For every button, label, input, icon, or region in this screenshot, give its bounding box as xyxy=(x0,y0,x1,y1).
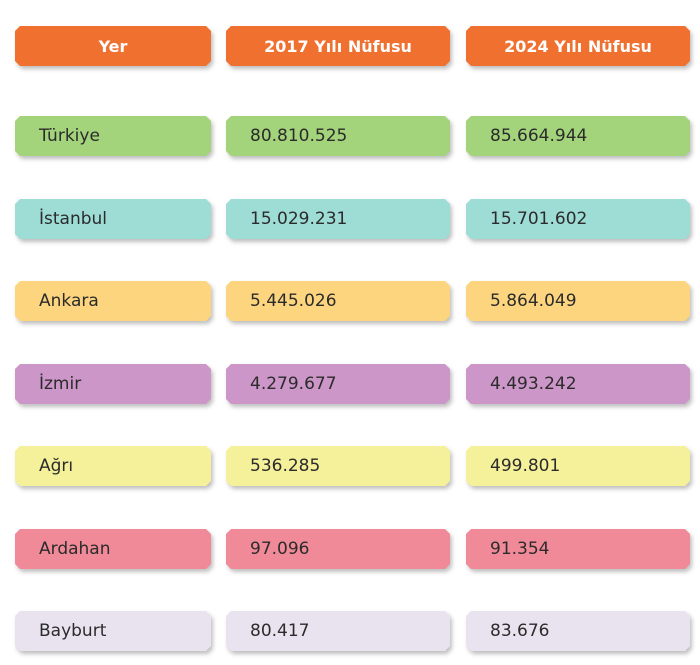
header-2017-label: 2017 Yılı Nüfusu xyxy=(226,26,450,66)
table-cell: Ağrı xyxy=(15,446,211,486)
table-cell: 536.285 xyxy=(226,446,450,486)
row-2024-value: 15.701.602 xyxy=(466,199,690,239)
table-cell: 499.801 xyxy=(466,446,690,486)
row-2024-value: 91.354 xyxy=(466,529,690,569)
row-2024-value: 499.801 xyxy=(466,446,690,486)
table-cell: Ardahan xyxy=(15,529,211,569)
row-2017-value: 97.096 xyxy=(226,529,450,569)
row-name: Ankara xyxy=(15,281,211,321)
row-2017-value: 80.417 xyxy=(226,611,450,651)
row-2017-value: 536.285 xyxy=(226,446,450,486)
row-2017-value: 4.279.677 xyxy=(226,364,450,404)
row-2024-value: 83.676 xyxy=(466,611,690,651)
table-cell: 15.029.231 xyxy=(226,199,450,239)
table-cell: İstanbul xyxy=(15,199,211,239)
table-cell: 15.701.602 xyxy=(466,199,690,239)
table-cell: 83.676 xyxy=(466,611,690,651)
row-name: Türkiye xyxy=(15,116,211,156)
row-name: Ağrı xyxy=(15,446,211,486)
table-cell: Ankara xyxy=(15,281,211,321)
table-cell: 91.354 xyxy=(466,529,690,569)
row-name: İzmir xyxy=(15,364,211,404)
header-2024-label: 2024 Yılı Nüfusu xyxy=(466,26,690,66)
header-2017: 2017 Yılı Nüfusu xyxy=(226,26,450,66)
header-yer-label: Yer xyxy=(15,26,211,66)
table-cell: 85.664.944 xyxy=(466,116,690,156)
table-cell: 5.864.049 xyxy=(466,281,690,321)
header-2024: 2024 Yılı Nüfusu xyxy=(466,26,690,66)
table-cell: Bayburt xyxy=(15,611,211,651)
table-cell: Türkiye xyxy=(15,116,211,156)
table-cell: İzmir xyxy=(15,364,211,404)
table-cell: 80.417 xyxy=(226,611,450,651)
row-2024-value: 85.664.944 xyxy=(466,116,690,156)
row-2017-value: 5.445.026 xyxy=(226,281,450,321)
row-2017-value: 15.029.231 xyxy=(226,199,450,239)
table-cell: 4.279.677 xyxy=(226,364,450,404)
table-cell: 5.445.026 xyxy=(226,281,450,321)
table-cell: 80.810.525 xyxy=(226,116,450,156)
row-2024-value: 4.493.242 xyxy=(466,364,690,404)
row-2017-value: 80.810.525 xyxy=(226,116,450,156)
table-cell: 97.096 xyxy=(226,529,450,569)
table-cell: 4.493.242 xyxy=(466,364,690,404)
row-2024-value: 5.864.049 xyxy=(466,281,690,321)
header-yer: Yer xyxy=(15,26,211,66)
row-name: Ardahan xyxy=(15,529,211,569)
row-name: Bayburt xyxy=(15,611,211,651)
row-name: İstanbul xyxy=(15,199,211,239)
